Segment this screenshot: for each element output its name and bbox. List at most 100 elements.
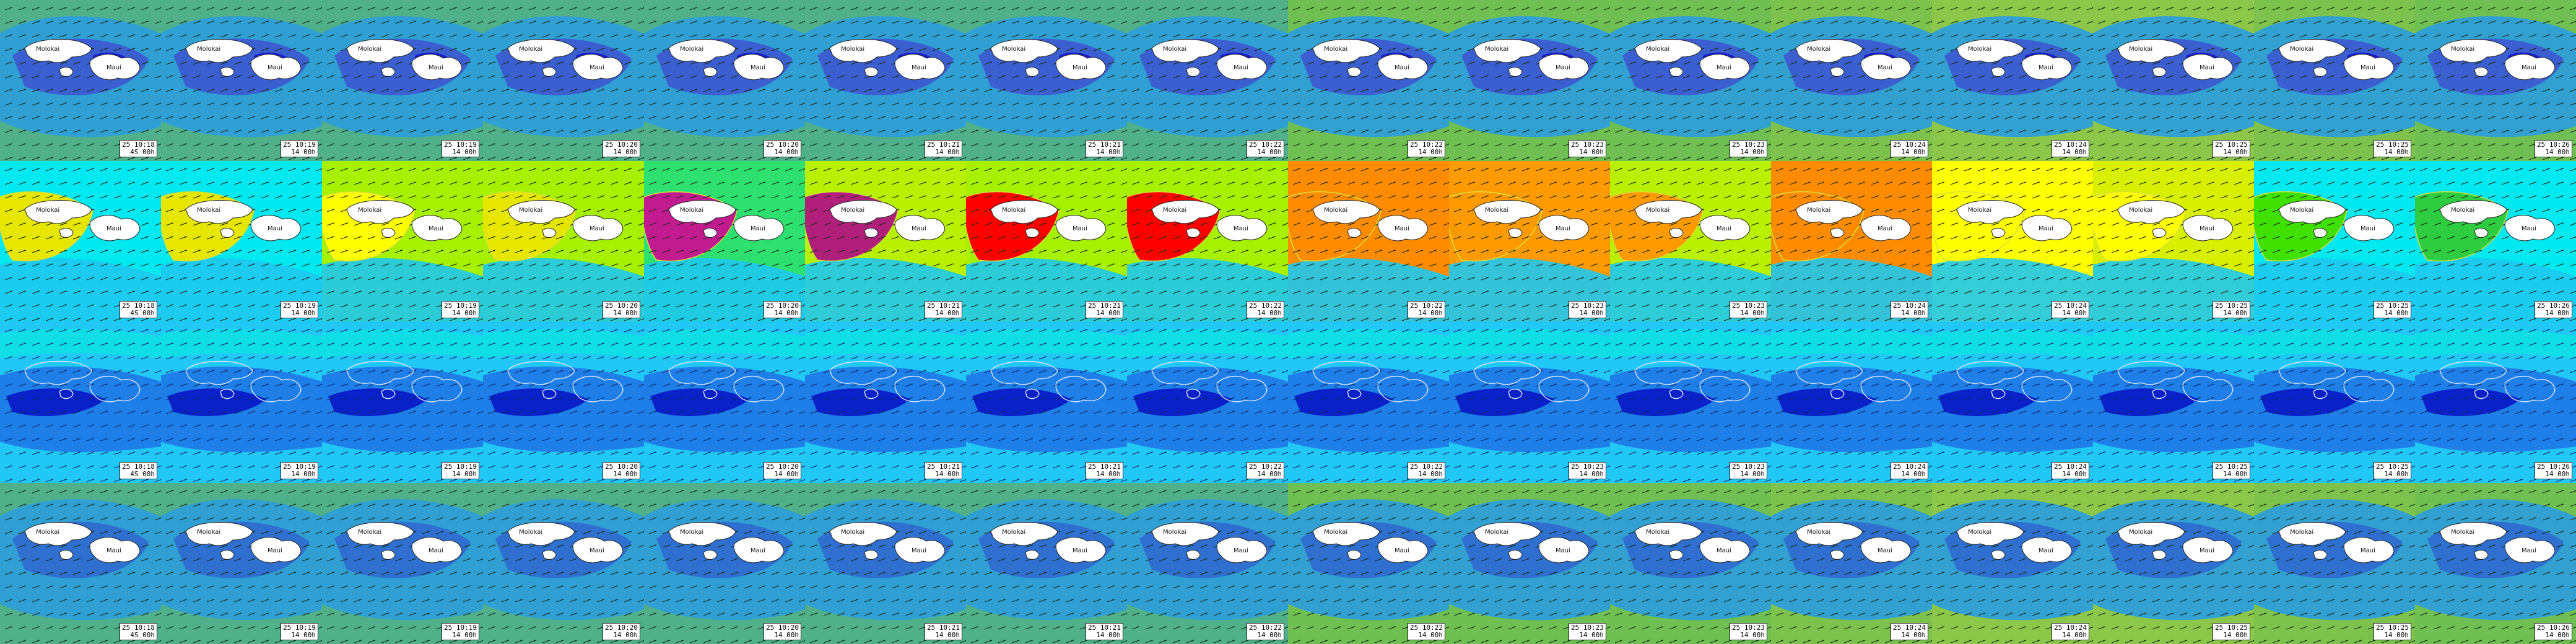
- map-tile-surface-wind[interactable]: Molokai Maui 25 10:21 14 00h: [966, 483, 1127, 644]
- map-tile-wind-swell[interactable]: Molokai Maui 25 10:20 14 00h: [483, 0, 644, 161]
- map-tile-wave-height[interactable]: 25 10:18 4S 00h: [0, 322, 161, 483]
- map-tile-wind-speed[interactable]: Molokai Maui 25 10:26 14 00h: [2415, 161, 2576, 322]
- timestamp-code: 25 10:20: [605, 302, 638, 310]
- timestamp-hint: 14 00h: [2384, 148, 2409, 156]
- map-tile-wind-swell[interactable]: Molokai Maui 25 10:23 14 00h: [1449, 0, 1610, 161]
- map-tile-wind-speed[interactable]: Molokai Maui 25 10:24 14 00h: [1932, 161, 2093, 322]
- timestamp-hint: 14 00h: [935, 631, 960, 639]
- map-tile-wave-height[interactable]: 25 10:25 14 00h: [2254, 322, 2415, 483]
- timestamp-code: 25 10:21: [927, 141, 960, 149]
- map-tile-wave-height[interactable]: 25 10:19 14 00h: [161, 322, 322, 483]
- map-tile-wind-swell[interactable]: Molokai Maui 25 10:25 14 00h: [2254, 0, 2415, 161]
- map-tile-wave-height[interactable]: 25 10:22 14 00h: [1288, 322, 1449, 483]
- timestamp-code: 25 10:20: [766, 302, 799, 310]
- map-tile-wind-swell[interactable]: Molokai Maui 25 10:25 14 00h: [2093, 0, 2254, 161]
- timestamp-code: 25 10:21: [927, 302, 960, 310]
- map-tile-wind-swell[interactable]: Molokai Maui 25 10:23 14 00h: [1610, 0, 1771, 161]
- map-tile-wave-height[interactable]: 25 10:21 14 00h: [966, 322, 1127, 483]
- map-tile-wind-speed[interactable]: Molokai Maui 25 10:22 14 00h: [1127, 161, 1288, 322]
- map-tile-wind-speed[interactable]: Molokai Maui 25 10:19 14 00h: [322, 161, 483, 322]
- map-tile-wind-swell[interactable]: Molokai Maui 25 10:24 14 00h: [1771, 0, 1932, 161]
- map-tile-wind-speed[interactable]: Molokai Maui 25 10:21 14 00h: [966, 161, 1127, 322]
- timestamp-label: 25 10:19 14 00h: [442, 301, 479, 318]
- timestamp-hint: 14 00h: [1096, 631, 1121, 639]
- island-label-east: Maui: [2039, 225, 2053, 232]
- map-tile-surface-wind[interactable]: Molokai Maui 25 10:18 4S 00h: [0, 483, 161, 644]
- map-tile-wind-speed[interactable]: Molokai Maui 25 10:21 14 00h: [805, 161, 966, 322]
- island-label-west: Molokai: [1485, 529, 1508, 536]
- map-tile-wind-speed[interactable]: Molokai Maui 25 10:23 14 00h: [1449, 161, 1610, 322]
- map-panel: Molokai Maui: [483, 483, 644, 644]
- timestamp-code: 25 10:25: [2215, 302, 2248, 310]
- island-label-west: Molokai: [358, 529, 381, 536]
- timestamp-hint: 14 00h: [2062, 309, 2087, 317]
- island-label-east: Maui: [1234, 64, 1248, 71]
- map-panel: Molokai Maui: [483, 161, 644, 322]
- map-tile-wind-swell[interactable]: Molokai Maui 25 10:19 14 00h: [322, 0, 483, 161]
- map-tile-surface-wind[interactable]: Molokai Maui 25 10:20 14 00h: [644, 483, 805, 644]
- map-tile-wind-speed[interactable]: Molokai Maui 25 10:24 14 00h: [1771, 161, 1932, 322]
- timestamp-label: 25 10:22 14 00h: [1408, 140, 1445, 157]
- map-panel: Molokai Maui: [1127, 0, 1288, 161]
- map-tile-wind-swell[interactable]: Molokai Maui 25 10:20 14 00h: [644, 0, 805, 161]
- map-tile-wind-swell[interactable]: Molokai Maui 25 10:24 14 00h: [1932, 0, 2093, 161]
- map-tile-surface-wind[interactable]: Molokai Maui 25 10:21 14 00h: [805, 483, 966, 644]
- map-tile-wave-height[interactable]: 25 10:21 14 00h: [805, 322, 966, 483]
- map-tile-wave-height[interactable]: 25 10:20 14 00h: [644, 322, 805, 483]
- map-tile-wind-speed[interactable]: Molokai Maui 25 10:25 14 00h: [2093, 161, 2254, 322]
- map-tile-surface-wind[interactable]: Molokai Maui 25 10:19 14 00h: [322, 483, 483, 644]
- timestamp-label: 25 10:25 14 00h: [2374, 462, 2411, 479]
- map-tile-wind-speed[interactable]: Molokai Maui 25 10:23 14 00h: [1610, 161, 1771, 322]
- map-tile-wind-speed[interactable]: Molokai Maui 25 10:22 14 00h: [1288, 161, 1449, 322]
- map-tile-wave-height[interactable]: 25 10:22 14 00h: [1127, 322, 1288, 483]
- island-label-west: Molokai: [2290, 529, 2313, 536]
- map-tile-wave-height[interactable]: 25 10:26 14 00h: [2415, 322, 2576, 483]
- map-tile-wind-swell[interactable]: Molokai Maui 25 10:21 14 00h: [966, 0, 1127, 161]
- map-tile-surface-wind[interactable]: Molokai Maui 25 10:19 14 00h: [161, 483, 322, 644]
- map-tile-wave-height[interactable]: 25 10:25 14 00h: [2093, 322, 2254, 483]
- timestamp-label: 25 10:26 14 00h: [2535, 623, 2572, 640]
- map-tile-wind-speed[interactable]: Molokai Maui 25 10:25 14 00h: [2254, 161, 2415, 322]
- map-tile-surface-wind[interactable]: Molokai Maui 25 10:20 14 00h: [483, 483, 644, 644]
- timestamp-hint: 14 00h: [1579, 309, 1604, 317]
- map-tile-wind-swell[interactable]: Molokai Maui 25 10:19 14 00h: [161, 0, 322, 161]
- map-tile-wave-height[interactable]: 25 10:24 14 00h: [1932, 322, 2093, 483]
- map-tile-surface-wind[interactable]: Molokai Maui 25 10:23 14 00h: [1610, 483, 1771, 644]
- map-tile-surface-wind[interactable]: Molokai Maui 25 10:23 14 00h: [1449, 483, 1610, 644]
- map-tile-wind-swell[interactable]: Molokai Maui 25 10:22 14 00h: [1127, 0, 1288, 161]
- map-panel: Molokai Maui: [483, 0, 644, 161]
- map-tile-wind-swell[interactable]: Molokai Maui 25 10:26 14 00h: [2415, 0, 2576, 161]
- island-label-east: Maui: [912, 64, 926, 71]
- island-label-west: Molokai: [841, 46, 864, 53]
- map-tile-surface-wind[interactable]: Molokai Maui 25 10:24 14 00h: [1932, 483, 2093, 644]
- timestamp-label: 25 10:19 14 00h: [442, 462, 479, 479]
- map-panel: [2093, 322, 2254, 483]
- island-label-east: Maui: [429, 225, 443, 232]
- map-panel: Molokai Maui: [1771, 483, 1932, 644]
- timestamp-label: 25 10:19 14 00h: [281, 140, 318, 157]
- map-tile-wave-height[interactable]: 25 10:24 14 00h: [1771, 322, 1932, 483]
- map-tile-surface-wind[interactable]: Molokai Maui 25 10:25 14 00h: [2254, 483, 2415, 644]
- timestamp-hint: 14 00h: [1096, 148, 1121, 156]
- map-tile-surface-wind[interactable]: Molokai Maui 25 10:22 14 00h: [1127, 483, 1288, 644]
- map-tile-wave-height[interactable]: 25 10:23 14 00h: [1449, 322, 1610, 483]
- timestamp-label: 25 10:21 14 00h: [925, 623, 962, 640]
- map-tile-wave-height[interactable]: 25 10:20 14 00h: [483, 322, 644, 483]
- map-tile-wind-speed[interactable]: Molokai Maui 25 10:18 4S 00h: [0, 161, 161, 322]
- map-tile-surface-wind[interactable]: Molokai Maui 25 10:26 14 00h: [2415, 483, 2576, 644]
- map-tile-wave-height[interactable]: 25 10:23 14 00h: [1610, 322, 1771, 483]
- island-label-west: Molokai: [680, 207, 703, 214]
- map-tile-wind-speed[interactable]: Molokai Maui 25 10:19 14 00h: [161, 161, 322, 322]
- map-tile-wind-swell[interactable]: Molokai Maui 25 10:21 14 00h: [805, 0, 966, 161]
- map-tile-surface-wind[interactable]: Molokai Maui 25 10:24 14 00h: [1771, 483, 1932, 644]
- map-tile-surface-wind[interactable]: Molokai Maui 25 10:25 14 00h: [2093, 483, 2254, 644]
- map-tile-wind-swell[interactable]: Molokai Maui 25 10:22 14 00h: [1288, 0, 1449, 161]
- map-tile-wind-speed[interactable]: Molokai Maui 25 10:20 14 00h: [644, 161, 805, 322]
- map-tile-wind-swell[interactable]: Molokai Maui 25 10:18 4S 00h: [0, 0, 161, 161]
- island-label-west: Molokai: [36, 46, 59, 53]
- island-label-east: Maui: [107, 64, 121, 71]
- map-panel: Molokai Maui: [2254, 483, 2415, 644]
- map-tile-wind-speed[interactable]: Molokai Maui 25 10:20 14 00h: [483, 161, 644, 322]
- map-tile-surface-wind[interactable]: Molokai Maui 25 10:22 14 00h: [1288, 483, 1449, 644]
- map-tile-wave-height[interactable]: 25 10:19 14 00h: [322, 322, 483, 483]
